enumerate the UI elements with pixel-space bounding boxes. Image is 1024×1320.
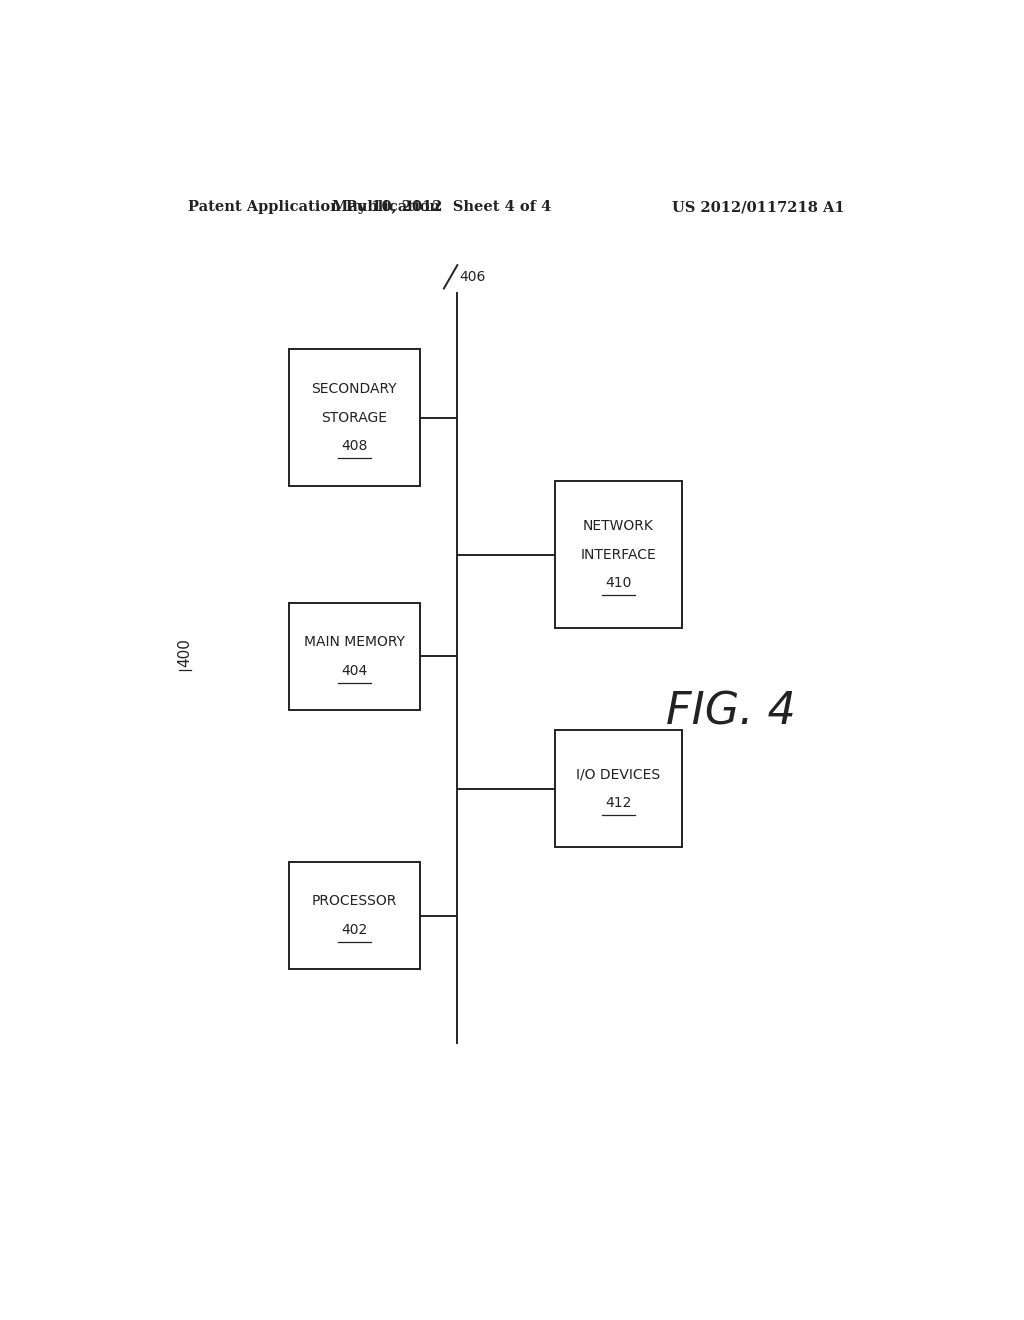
Bar <box>555 480 682 628</box>
Text: 408: 408 <box>341 440 368 453</box>
Text: 406: 406 <box>460 271 486 284</box>
Text: PROCESSOR: PROCESSOR <box>311 895 397 908</box>
Text: I/O DEVICES: I/O DEVICES <box>577 767 660 781</box>
Bar <box>289 348 420 486</box>
Text: STORAGE: STORAGE <box>322 411 387 425</box>
Text: Patent Application Publication: Patent Application Publication <box>187 201 439 214</box>
Text: May 10, 2012  Sheet 4 of 4: May 10, 2012 Sheet 4 of 4 <box>332 201 551 214</box>
Text: 410: 410 <box>605 577 632 590</box>
Text: FIG. 4: FIG. 4 <box>667 690 796 734</box>
Text: 402: 402 <box>341 923 368 937</box>
Bar <box>289 862 420 969</box>
Text: 400: 400 <box>177 638 193 667</box>
Text: SECONDARY: SECONDARY <box>311 381 397 396</box>
Text: INTERFACE: INTERFACE <box>581 548 656 562</box>
Text: MAIN MEMORY: MAIN MEMORY <box>304 635 404 649</box>
Bar <box>555 730 682 847</box>
Text: 412: 412 <box>605 796 632 809</box>
Text: 404: 404 <box>341 664 368 677</box>
Bar <box>289 603 420 710</box>
Text: NETWORK: NETWORK <box>583 519 654 533</box>
Text: US 2012/0117218 A1: US 2012/0117218 A1 <box>672 201 844 214</box>
